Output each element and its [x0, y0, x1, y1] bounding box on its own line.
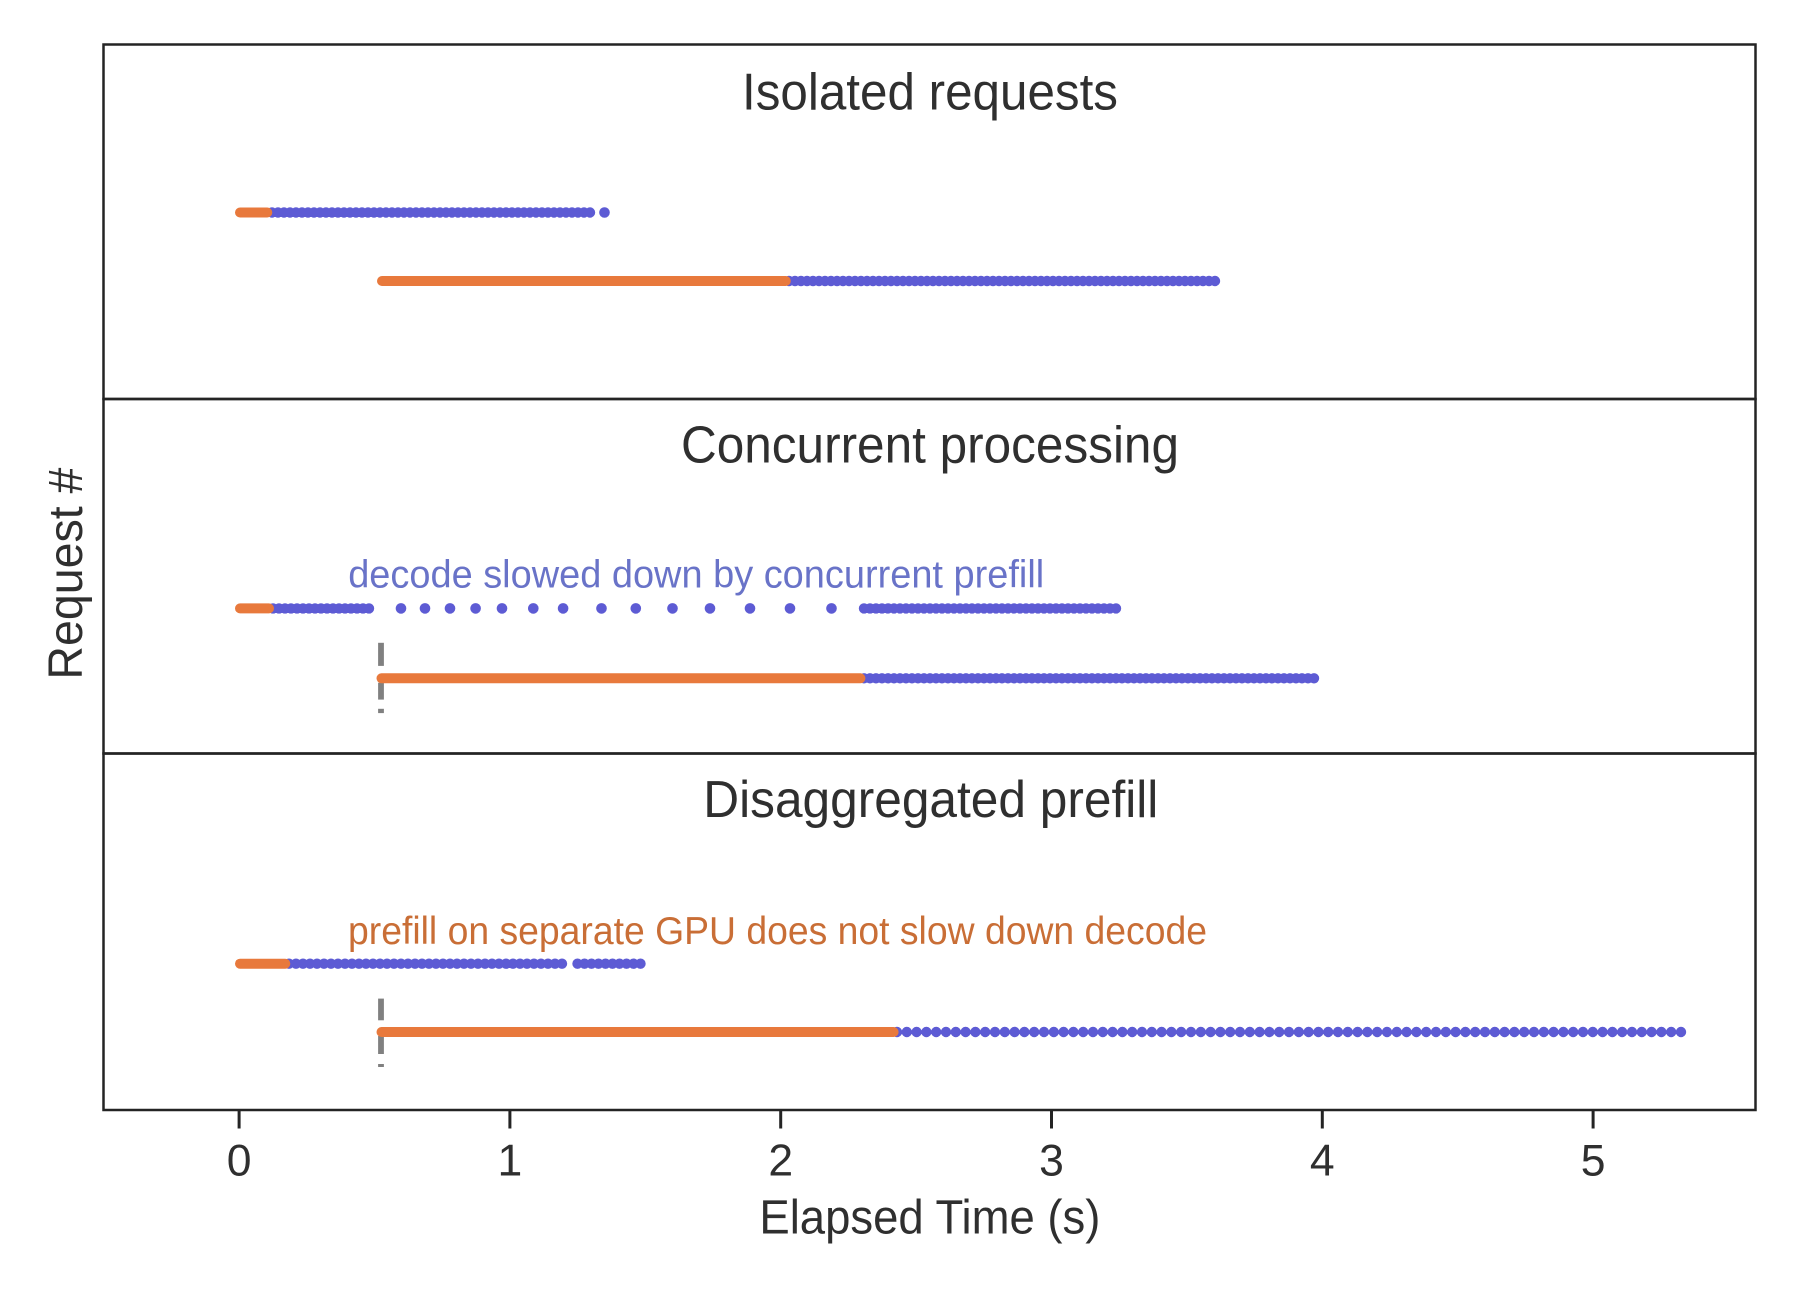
svg-text:Isolated requests: Isolated requests — [742, 63, 1118, 121]
svg-text:0: 0 — [227, 1137, 252, 1186]
svg-text:5: 5 — [1581, 1137, 1606, 1186]
svg-text:4: 4 — [1310, 1137, 1335, 1186]
svg-text:prefill on separate GPU does n: prefill on separate GPU does not slow do… — [348, 910, 1207, 953]
svg-text:Concurrent processing: Concurrent processing — [681, 416, 1179, 474]
svg-text:Elapsed Time (s): Elapsed Time (s) — [759, 1190, 1100, 1244]
svg-text:Disaggregated prefill: Disaggregated prefill — [703, 770, 1158, 828]
svg-text:3: 3 — [1039, 1137, 1064, 1186]
svg-text:2: 2 — [768, 1137, 793, 1186]
svg-text:1: 1 — [498, 1137, 523, 1186]
svg-text:decode slowed down by concurre: decode slowed down by concurrent prefill — [348, 553, 1044, 596]
svg-text:Request #: Request # — [39, 468, 93, 680]
